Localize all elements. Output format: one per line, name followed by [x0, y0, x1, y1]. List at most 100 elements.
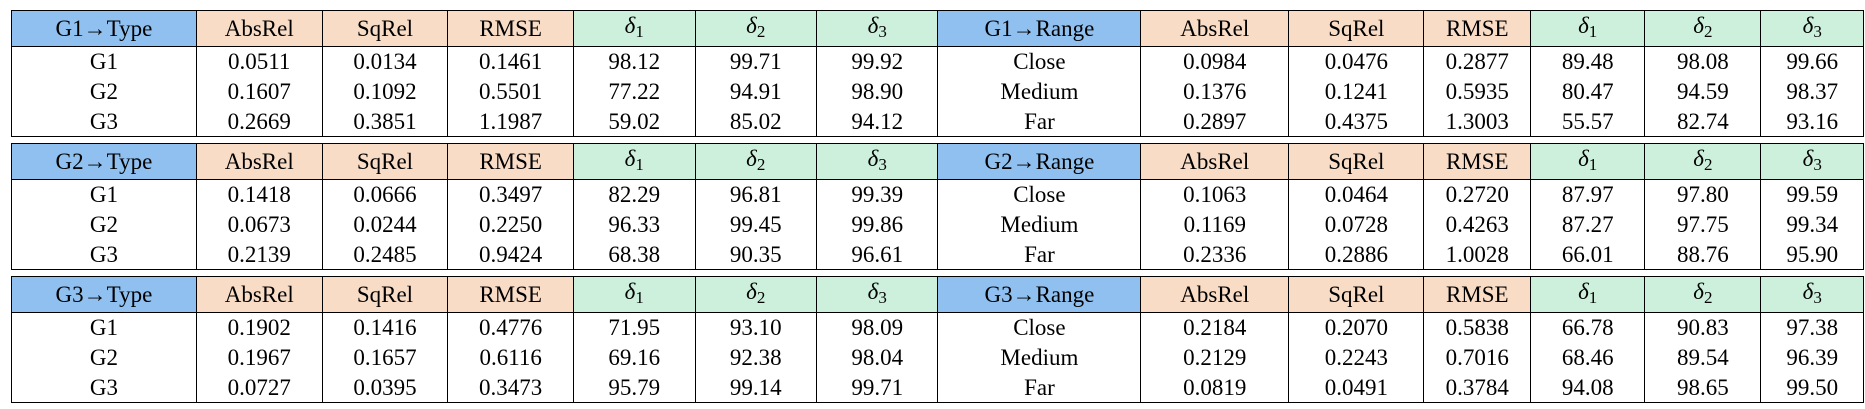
absrel-value: 0.0819 [1140, 372, 1290, 403]
header-row: G2→Type AbsRel SqRel RMSE δ1 δ2 δ3 G2→Ra… [11, 143, 1864, 180]
type-label: G1 [11, 312, 197, 343]
absrel-header: AbsRel [1140, 143, 1290, 180]
absrel-value: 0.1376 [1140, 76, 1290, 107]
delta2-value: 94.59 [1644, 76, 1762, 107]
delta1-value: 66.78 [1530, 312, 1646, 343]
rmse-value: 0.6116 [447, 342, 575, 373]
absrel-value: 0.1418 [195, 179, 323, 210]
rmse-value: 1.3003 [1423, 106, 1532, 137]
type-label: G3 [11, 372, 197, 403]
rmse-header: RMSE [1423, 276, 1532, 313]
sqrel-value: 0.1416 [321, 312, 449, 343]
absrel-header: AbsRel [195, 276, 323, 313]
table-row: G3 0.0727 0.0395 0.3473 95.79 99.14 99.7… [11, 372, 1864, 403]
sqrel-value: 0.0728 [1288, 209, 1425, 240]
range-label: Far [937, 239, 1142, 270]
rmse-value: 0.3784 [1423, 372, 1532, 403]
type-group-header: G1→Type [11, 10, 197, 47]
delta2-header: δ2 [1644, 276, 1762, 313]
delta2-value: 99.71 [694, 46, 818, 77]
delta1-value: 71.95 [573, 312, 696, 343]
sqrel-value: 0.1657 [321, 342, 449, 373]
delta3-value: 94.12 [815, 106, 939, 137]
absrel-value: 0.0673 [195, 209, 323, 240]
delta1-value: 69.16 [573, 342, 696, 373]
sqrel-header: SqRel [321, 143, 449, 180]
delta3-value: 99.66 [1760, 46, 1864, 77]
absrel-header: AbsRel [1140, 10, 1290, 47]
table-row: G2 0.1967 0.1657 0.6116 69.16 92.38 98.0… [11, 342, 1864, 373]
delta2-value: 98.08 [1644, 46, 1762, 77]
table-row: G1 0.0511 0.0134 0.1461 98.12 99.71 99.9… [11, 46, 1864, 77]
rmse-header: RMSE [447, 143, 575, 180]
type-label: G3 [11, 106, 197, 137]
rmse-value: 0.5935 [1423, 76, 1532, 107]
absrel-value: 0.1902 [195, 312, 323, 343]
delta3-header: δ3 [815, 143, 939, 180]
type-label: G2 [11, 76, 197, 107]
sqrel-value: 0.0395 [321, 372, 449, 403]
rmse-value: 0.2250 [447, 209, 575, 240]
delta1-header: δ1 [573, 10, 696, 47]
absrel-header: AbsRel [1140, 276, 1290, 313]
results-tables: G1→Type AbsRel SqRel RMSE δ1 δ2 δ3 G1→Ra… [11, 10, 1864, 409]
delta3-value: 98.37 [1760, 76, 1864, 107]
delta3-value: 98.90 [815, 76, 939, 107]
delta1-value: 59.02 [573, 106, 696, 137]
rmse-header: RMSE [1423, 143, 1532, 180]
table-row: G2 0.0673 0.0244 0.2250 96.33 99.45 99.8… [11, 209, 1864, 240]
sqrel-value: 0.0666 [321, 179, 449, 210]
delta2-value: 89.54 [1644, 342, 1762, 373]
delta2-value: 96.81 [694, 179, 818, 210]
sqrel-value: 0.2485 [321, 239, 449, 270]
delta1-value: 98.12 [573, 46, 696, 77]
sqrel-header: SqRel [321, 10, 449, 47]
sqrel-value: 0.2886 [1288, 239, 1425, 270]
delta2-value: 90.83 [1644, 312, 1762, 343]
range-label: Medium [937, 342, 1142, 373]
delta1-header: δ1 [1530, 276, 1646, 313]
delta3-value: 96.39 [1760, 342, 1864, 373]
delta2-value: 98.65 [1644, 372, 1762, 403]
type-label: G1 [11, 179, 197, 210]
rmse-value: 0.9424 [447, 239, 575, 270]
delta3-value: 93.16 [1760, 106, 1864, 137]
range-label: Close [937, 179, 1142, 210]
delta1-header: δ1 [1530, 143, 1646, 180]
rmse-value: 0.7016 [1423, 342, 1532, 373]
delta2-value: 99.14 [694, 372, 818, 403]
rmse-value: 0.2877 [1423, 46, 1532, 77]
sqrel-value: 0.1241 [1288, 76, 1425, 107]
delta2-header: δ2 [1644, 10, 1762, 47]
rmse-value: 0.2720 [1423, 179, 1532, 210]
sqrel-header: SqRel [321, 276, 449, 313]
sqrel-value: 0.0491 [1288, 372, 1425, 403]
rmse-value: 0.4263 [1423, 209, 1532, 240]
rmse-header: RMSE [1423, 10, 1532, 47]
range-group-header: G2→Range [937, 143, 1142, 180]
sqrel-value: 0.4375 [1288, 106, 1425, 137]
delta1-header: δ1 [573, 143, 696, 180]
delta1-value: 87.97 [1530, 179, 1646, 210]
sqrel-value: 0.0464 [1288, 179, 1425, 210]
delta3-value: 99.59 [1760, 179, 1864, 210]
range-label: Far [937, 372, 1142, 403]
rmse-value: 0.5838 [1423, 312, 1532, 343]
rmse-value: 1.1987 [447, 106, 575, 137]
delta3-value: 95.90 [1760, 239, 1864, 270]
rmse-value: 0.1461 [447, 46, 575, 77]
delta3-header: δ3 [1760, 10, 1864, 47]
delta3-header: δ3 [1760, 143, 1864, 180]
absrel-value: 0.2669 [195, 106, 323, 137]
delta2-value: 94.91 [694, 76, 818, 107]
absrel-value: 0.1967 [195, 342, 323, 373]
delta3-header: δ3 [1760, 276, 1864, 313]
table-row: G2 0.1607 0.1092 0.5501 77.22 94.91 98.9… [11, 76, 1864, 107]
sqrel-value: 0.2243 [1288, 342, 1425, 373]
delta3-value: 98.04 [815, 342, 939, 373]
absrel-value: 0.2336 [1140, 239, 1290, 270]
delta2-value: 90.35 [694, 239, 818, 270]
range-group-header: G1→Range [937, 10, 1142, 47]
results-body: G1 0.1902 0.1416 0.4776 71.95 93.10 98.0… [11, 312, 1864, 403]
results-block: G2→Type AbsRel SqRel RMSE δ1 δ2 δ3 G2→Ra… [11, 143, 1864, 270]
